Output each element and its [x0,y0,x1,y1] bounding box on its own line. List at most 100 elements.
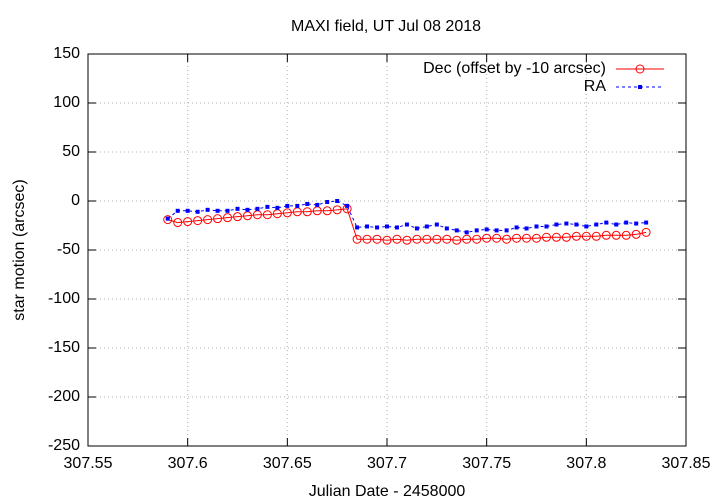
data-point [163,215,173,225]
y-tick-label: 0 [71,192,80,209]
x-tick-label: 307.6 [168,455,208,472]
data-point [175,208,180,213]
data-point [372,234,382,244]
data-point [215,208,220,213]
data-point [305,201,310,206]
data-point [502,234,512,244]
data-point [631,229,641,239]
y-tick-label: 150 [53,45,80,62]
series-line [167,208,647,241]
data-point [275,205,280,210]
y-tick-label: -200 [48,388,80,405]
data-point [634,221,639,226]
chart-title: MAXI field, UT Jul 08 2018 [291,18,481,35]
data-point [512,233,522,243]
data-point [614,222,619,227]
data-point [223,213,233,223]
data-point [594,222,599,227]
data-point [185,208,190,213]
data-point [365,224,370,229]
data-point [255,206,260,211]
data-point [332,205,342,215]
data-point [534,224,539,229]
data-point [335,199,340,203]
data-point [282,208,292,218]
y-axis-label: star motion (arcsec) [11,179,28,320]
data-point [355,225,360,230]
y-tick-label: -250 [48,437,80,454]
data-point [472,234,482,244]
data-point [325,199,330,204]
x-tick-label: 307.55 [64,455,113,472]
x-axis-label: Julian Date - 2458000 [309,483,466,500]
data-point [571,231,581,241]
data-point [581,231,591,241]
data-point [385,224,389,229]
data-point [193,216,203,226]
data-point [412,234,422,244]
data-point [394,225,399,230]
data-point [454,228,459,233]
data-point [345,203,350,208]
data-point [404,222,409,227]
legend-label: RA [584,78,607,95]
data-point [551,232,561,242]
data-point [504,228,509,233]
data-point [584,224,589,229]
data-point [591,231,601,241]
data-point [492,233,502,243]
y-tick-label: -50 [57,241,80,258]
y-tick-label: 50 [62,143,80,160]
data-point [611,230,621,240]
data-point [532,233,541,243]
data-point [444,226,449,231]
y-tick-label: -100 [48,290,80,307]
data-point [462,234,472,244]
data-point [375,225,380,230]
x-tick-label: 307.85 [662,455,711,472]
data-point [422,234,432,244]
data-point [245,207,250,212]
data-point [392,234,402,244]
data-point [641,227,651,237]
x-tick-label: 307.75 [462,455,511,472]
data-point [522,233,532,243]
x-tick-label: 307.8 [566,455,606,472]
data-point [402,235,412,245]
legend-marker [635,64,645,74]
y-tick-label: 100 [53,94,80,111]
data-point [432,234,442,244]
data-point [352,234,362,244]
data-point [235,206,240,211]
data-point [362,234,372,244]
plot-frame [87,53,687,447]
legend-marker [638,85,642,89]
data-point [434,222,439,227]
data-point [173,218,183,228]
data-point [315,202,320,207]
data-point [621,230,631,240]
data-point [482,233,492,243]
data-point [225,208,230,213]
data-point [644,220,649,225]
data-point [382,235,392,245]
data-point [285,203,290,208]
data-point [442,234,452,244]
data-point [514,225,519,230]
data-point [424,224,429,229]
data-point [574,222,579,227]
data-point [295,203,300,208]
data-point [541,232,551,242]
data-point [195,209,200,214]
data-point [322,206,332,216]
data-point [554,222,559,227]
data-point [213,214,223,224]
data-point [205,207,210,212]
data-point [601,230,611,240]
data-point [262,210,272,220]
data-point [414,226,419,231]
data-point [604,220,609,225]
data-point [464,230,469,235]
data-point [265,204,270,209]
